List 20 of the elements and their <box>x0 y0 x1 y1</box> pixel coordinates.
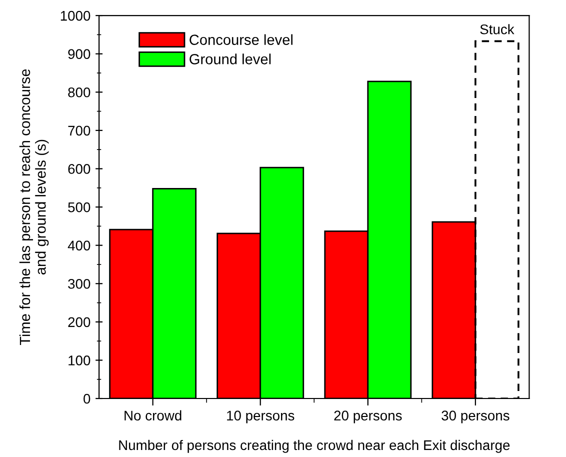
y-tick-label: 200 <box>68 317 90 328</box>
y-tick-label: 1000 <box>60 10 90 21</box>
x-tick-label: No crowd <box>124 410 182 421</box>
legend-label: Concourse level <box>190 34 292 45</box>
y-axis-title: Time for the las person to reach concourse and ground levels (s) <box>19 69 49 346</box>
data-label: Stuck <box>480 24 514 34</box>
legend-label: Ground level <box>190 54 271 64</box>
y-tick-label: 0 <box>84 394 90 404</box>
x-axis-title: Number of persons creating the crowd near each Exit discharge <box>119 440 510 453</box>
y-tick-label: 100 <box>68 356 90 366</box>
x-tick-label: 10 persons <box>227 410 294 424</box>
y-tick-label: 500 <box>68 202 90 212</box>
x-tick-label: 30 persons <box>442 410 510 424</box>
y-tick-label: 400 <box>68 240 90 250</box>
y-tick-label: 900 <box>68 49 90 60</box>
y-tick-label: 800 <box>68 87 90 98</box>
y-tick-label: 700 <box>68 126 90 136</box>
y-tick-label: 600 <box>68 164 90 174</box>
x-tick-label: 20 persons <box>334 410 402 424</box>
y-tick-label: 300 <box>68 278 90 289</box>
